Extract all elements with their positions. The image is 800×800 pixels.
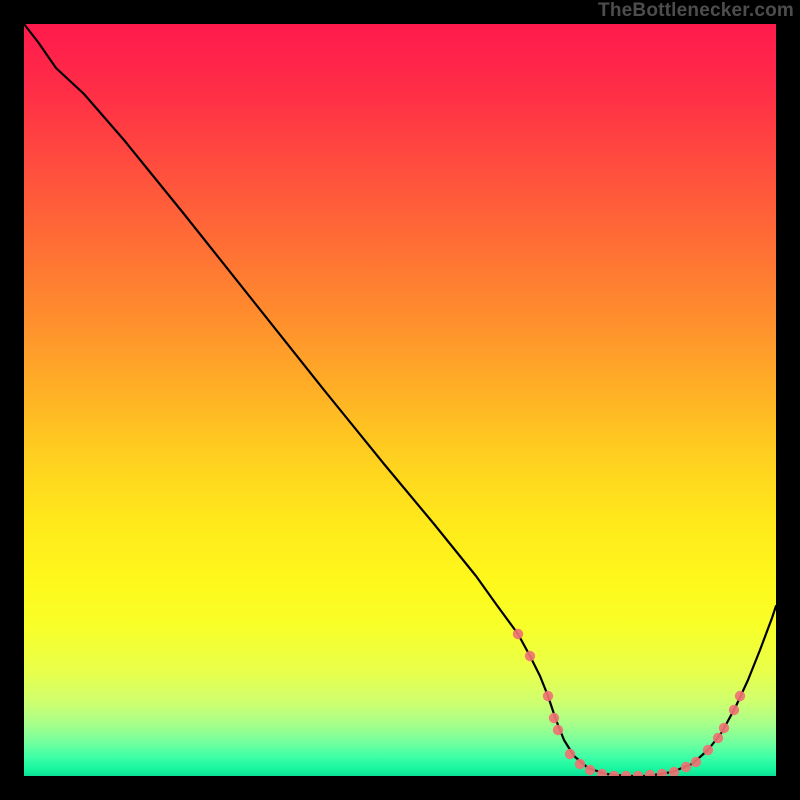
curve-marker	[735, 691, 745, 701]
plot-area	[24, 24, 776, 776]
curve-marker	[597, 769, 607, 776]
curve-marker	[549, 713, 559, 723]
curve-marker	[621, 771, 631, 776]
chart-frame: TheBottlenecker.com	[0, 0, 800, 800]
curve-marker	[543, 691, 553, 701]
watermark-text: TheBottlenecker.com	[598, 0, 794, 22]
curve-marker	[575, 759, 585, 769]
curve-marker	[713, 733, 723, 743]
curve-marker	[585, 765, 595, 775]
bottleneck-curve	[24, 24, 776, 776]
curve-marker	[681, 762, 691, 772]
curve-marker	[719, 723, 729, 733]
curve-marker	[657, 769, 667, 776]
curve-marker	[703, 745, 713, 755]
curve-marker	[553, 725, 563, 735]
curve-marker	[633, 771, 643, 776]
curve-overlay	[24, 24, 776, 776]
curve-marker	[729, 705, 739, 715]
curve-marker	[669, 767, 679, 776]
curve-marker	[645, 770, 655, 776]
curve-marker	[525, 651, 535, 661]
curve-marker	[513, 629, 523, 639]
curve-markers	[513, 629, 745, 776]
curve-marker	[691, 757, 701, 767]
curve-marker	[609, 771, 619, 776]
curve-marker	[565, 749, 575, 759]
